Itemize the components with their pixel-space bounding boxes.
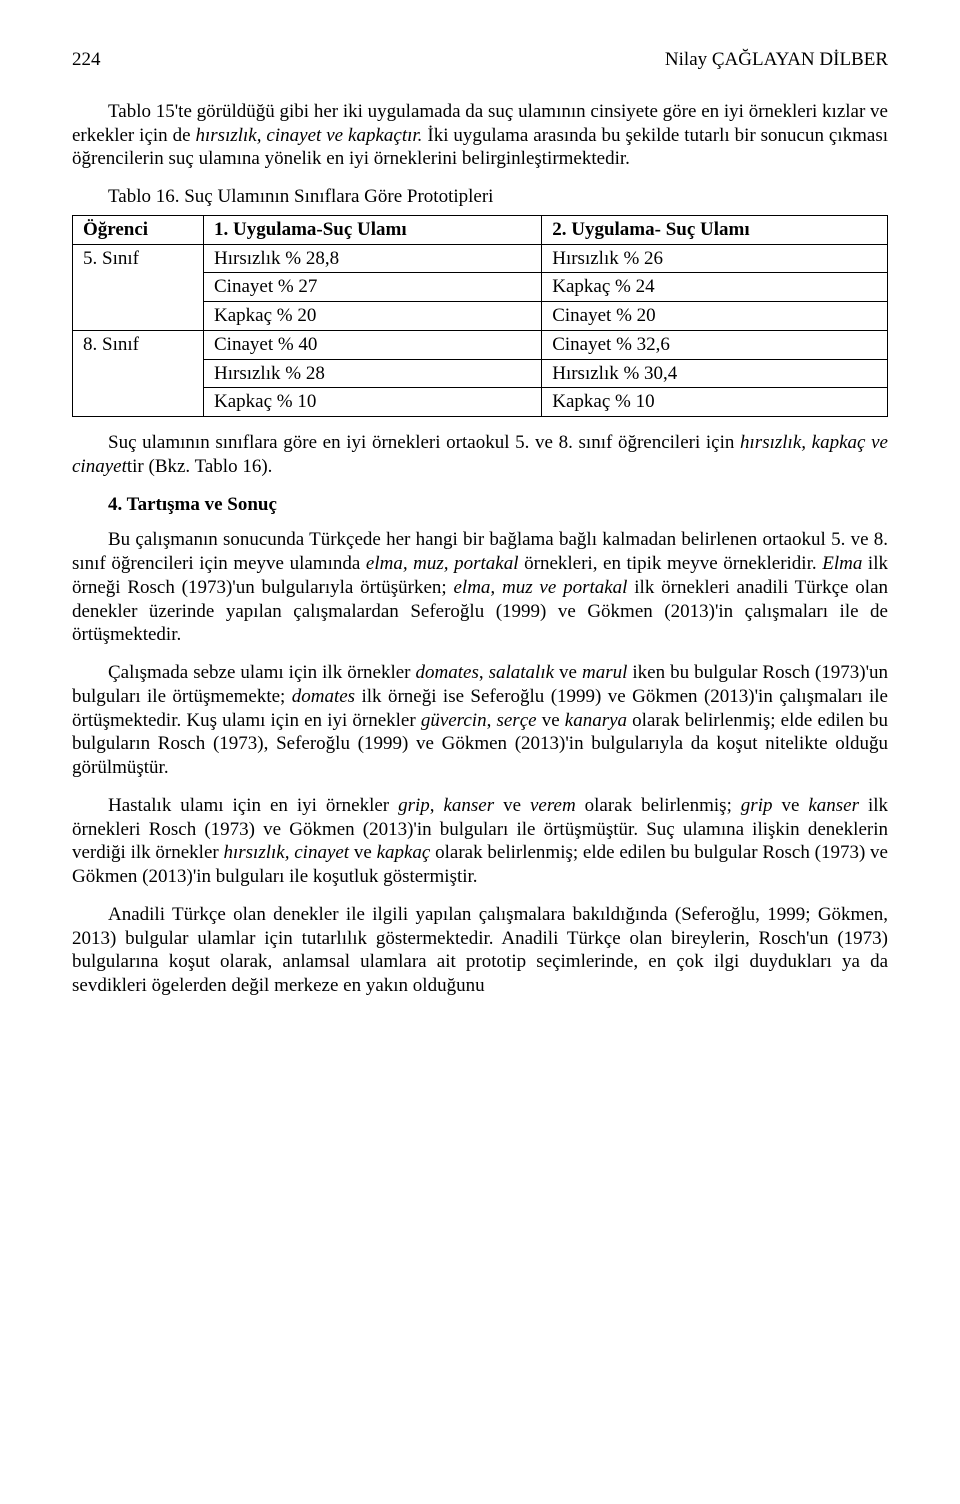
- table16-caption: Tablo 16. Suç Ulamının Sınıflara Göre Pr…: [108, 185, 888, 209]
- p2-t2: ,: [479, 662, 489, 683]
- table16-g5-r2-c1: Cinayet % 20: [542, 302, 888, 331]
- p2-it5: güvercin: [421, 710, 487, 731]
- p2-it2: salatalık: [489, 662, 554, 683]
- p2-t6: ,: [487, 710, 497, 731]
- author-name: Nilay ÇAĞLAYAN DİLBER: [665, 48, 888, 72]
- p2-it1: domates: [416, 662, 479, 683]
- p3-t4: olarak belirlenmiş;: [576, 795, 741, 816]
- table16-g5-r0-c1: Hırsızlık % 26: [542, 244, 888, 273]
- p3-t2: ,: [430, 795, 444, 816]
- aft-t2: tir (Bkz. Tablo 16).: [127, 456, 273, 477]
- table16-g5-r0-c0: Hırsızlık % 28,8: [204, 244, 542, 273]
- p4-t1: Anadili Türkçe olan denekler ile ilgili …: [72, 904, 888, 996]
- discussion-p2: Çalışmada sebze ulamı için ilk örnekler …: [72, 661, 888, 780]
- page-number: 224: [72, 48, 101, 72]
- p3-t5: ve: [772, 795, 808, 816]
- aft-t1: Suç ulamının sınıflara göre en iyi örnek…: [108, 432, 740, 453]
- table16-g8-r1-c1: Hırsızlık % 30,4: [542, 359, 888, 388]
- p3-it3: verem: [530, 795, 576, 816]
- table16-g8-r0-c0: Cinayet % 40: [204, 330, 542, 359]
- table16-g5-r1-c0: Cinayet % 27: [204, 273, 542, 302]
- p2-it4: domates: [292, 686, 355, 707]
- discussion-p4: Anadili Türkçe olan denekler ile ilgili …: [72, 903, 888, 998]
- table16-col-uyg2: 2. Uygulama- Suç Ulamı: [542, 215, 888, 244]
- table16-col-uyg1: 1. Uygulama-Suç Ulamı: [204, 215, 542, 244]
- p1-it3: elma, muz ve portakal: [454, 577, 628, 598]
- discussion-p3: Hastalık ulamı için en iyi örnekler grip…: [72, 794, 888, 889]
- p2-it3: marul: [582, 662, 627, 683]
- p2-t3: ve: [554, 662, 582, 683]
- table16-g8-r2-c0: Kapkaç % 10: [204, 388, 542, 417]
- table16-header-row: Öğrenci 1. Uygulama-Suç Ulamı 2. Uygulam…: [73, 215, 888, 244]
- p3-it1: grip: [398, 795, 430, 816]
- p2-it6: serçe: [496, 710, 536, 731]
- intro-paragraph: Tablo 15'te görüldüğü gibi her iki uygul…: [72, 100, 888, 171]
- discussion-p1: Bu çalışmanın sonucunda Türkçede her han…: [72, 528, 888, 647]
- table-row: 5. Sınıf Hırsızlık % 28,8 Hırsızlık % 26: [73, 244, 888, 273]
- after-table-paragraph: Suç ulamının sınıflara göre en iyi örnek…: [72, 431, 888, 479]
- p1-it1: elma, muz, portakal: [366, 553, 519, 574]
- p3-it6: hırsızlık, cinayet: [223, 842, 349, 863]
- table16-g5-r2-c0: Kapkaç % 20: [204, 302, 542, 331]
- section-4-heading: 4. Tartışma ve Sonuç: [72, 493, 888, 517]
- page-header: 224 Nilay ÇAĞLAYAN DİLBER: [72, 48, 888, 72]
- p3-t1: Hastalık ulamı için en iyi örnekler: [108, 795, 398, 816]
- table-row: 8. Sınıf Cinayet % 40 Cinayet % 32,6: [73, 330, 888, 359]
- p2-t1: Çalışmada sebze ulamı için ilk örnekler: [108, 662, 416, 683]
- p3-it5: kanser: [808, 795, 859, 816]
- p3-it7: kapkaç: [377, 842, 431, 863]
- table16-g8-r0-c1: Cinayet % 32,6: [542, 330, 888, 359]
- intro-italic-1: hırsızlık, cinayet ve kapkaçtır.: [196, 125, 423, 146]
- table16-g8-r1-c0: Hırsızlık % 28: [204, 359, 542, 388]
- table16-g5-r1-c1: Kapkaç % 24: [542, 273, 888, 302]
- table16-col-ogrenci: Öğrenci: [73, 215, 204, 244]
- table16-group5-label: 5. Sınıf: [73, 244, 204, 330]
- p3-t7: ve: [349, 842, 376, 863]
- table16-g8-r2-c1: Kapkaç % 10: [542, 388, 888, 417]
- p1-it2: Elma: [822, 553, 862, 574]
- p1-t2: örnekleri, en tipik meyve örnekleridir.: [519, 553, 823, 574]
- table16-group8-label: 8. Sınıf: [73, 330, 204, 416]
- p3-it4: grip: [741, 795, 773, 816]
- table16: Öğrenci 1. Uygulama-Suç Ulamı 2. Uygulam…: [72, 215, 888, 417]
- p2-t7: ve: [537, 710, 565, 731]
- p2-it7: kanarya: [565, 710, 627, 731]
- p3-it2: kanser: [443, 795, 494, 816]
- p3-t3: ve: [494, 795, 530, 816]
